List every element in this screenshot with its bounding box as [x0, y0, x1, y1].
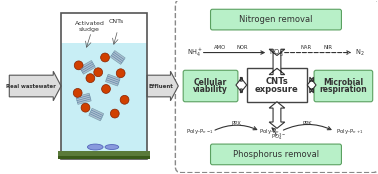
- Text: Cellular: Cellular: [194, 78, 227, 87]
- Bar: [58, 151, 150, 156]
- FancyBboxPatch shape: [175, 0, 378, 173]
- FancyBboxPatch shape: [183, 70, 238, 102]
- Circle shape: [101, 53, 109, 62]
- Text: Poly-P$_{n-1}$: Poly-P$_{n-1}$: [186, 127, 214, 136]
- Polygon shape: [105, 74, 120, 86]
- FancyBboxPatch shape: [314, 70, 373, 102]
- Bar: [247, 68, 307, 102]
- Polygon shape: [147, 71, 178, 101]
- Text: N$_2$: N$_2$: [355, 48, 365, 58]
- Text: CNTs: CNTs: [266, 77, 288, 86]
- FancyBboxPatch shape: [211, 9, 341, 30]
- Text: viability: viability: [193, 85, 228, 94]
- Circle shape: [73, 88, 82, 97]
- Text: Phosphorus removal: Phosphorus removal: [233, 150, 319, 159]
- Text: Effluent: Effluent: [148, 84, 173, 89]
- Ellipse shape: [105, 145, 119, 149]
- Text: CNTs: CNTs: [108, 19, 123, 24]
- Text: Real wastewater: Real wastewater: [6, 84, 56, 89]
- Circle shape: [116, 69, 125, 78]
- Circle shape: [81, 103, 90, 112]
- Circle shape: [102, 85, 110, 93]
- Text: PPK: PPK: [303, 121, 313, 126]
- Circle shape: [110, 109, 119, 118]
- Text: Poly-P$_{n+1}$: Poly-P$_{n+1}$: [336, 127, 364, 136]
- Polygon shape: [9, 71, 61, 101]
- Circle shape: [120, 95, 129, 104]
- Text: NOR: NOR: [237, 45, 248, 50]
- Circle shape: [86, 74, 95, 83]
- Text: NH$_4^+$: NH$_4^+$: [187, 46, 203, 59]
- Polygon shape: [80, 61, 95, 74]
- Text: Activated
sludge: Activated sludge: [74, 21, 104, 32]
- Circle shape: [74, 61, 83, 70]
- Text: exposure: exposure: [255, 85, 299, 94]
- Ellipse shape: [87, 144, 103, 150]
- Bar: [61, 43, 147, 151]
- Polygon shape: [269, 102, 285, 128]
- Bar: [58, 156, 150, 159]
- Text: NO$_3^-$: NO$_3^-$: [269, 47, 286, 58]
- Polygon shape: [89, 108, 104, 121]
- Text: PPX: PPX: [231, 121, 242, 126]
- FancyBboxPatch shape: [211, 144, 341, 165]
- Text: respiration: respiration: [319, 85, 367, 94]
- Polygon shape: [110, 51, 125, 64]
- Text: AMO: AMO: [214, 45, 226, 50]
- Text: NAR: NAR: [301, 45, 312, 50]
- Text: Nitrogen removal: Nitrogen removal: [239, 15, 313, 24]
- Text: Microbial: Microbial: [323, 78, 364, 87]
- Bar: [61, 13, 147, 159]
- Text: PO$_4^{3-}$: PO$_4^{3-}$: [271, 131, 287, 142]
- Polygon shape: [76, 93, 91, 104]
- Text: NIR: NIR: [323, 45, 332, 50]
- Circle shape: [94, 68, 102, 77]
- Polygon shape: [307, 77, 316, 93]
- Polygon shape: [269, 49, 285, 75]
- Polygon shape: [236, 77, 247, 93]
- Text: Poly-P$_{n}$: Poly-P$_{n}$: [259, 127, 280, 136]
